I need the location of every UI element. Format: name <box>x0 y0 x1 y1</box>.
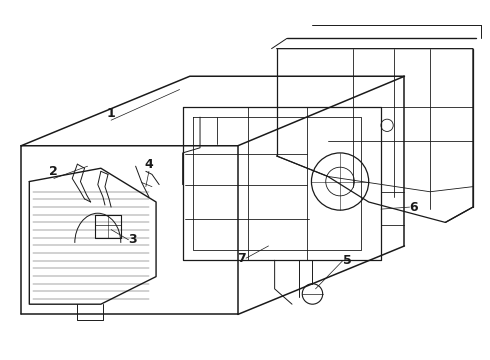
Text: 2: 2 <box>49 166 58 179</box>
Text: 6: 6 <box>410 201 418 213</box>
Text: 1: 1 <box>107 107 116 120</box>
Text: 3: 3 <box>128 233 137 246</box>
Text: 4: 4 <box>145 158 153 171</box>
Text: 7: 7 <box>237 252 246 265</box>
Text: 5: 5 <box>343 254 352 267</box>
